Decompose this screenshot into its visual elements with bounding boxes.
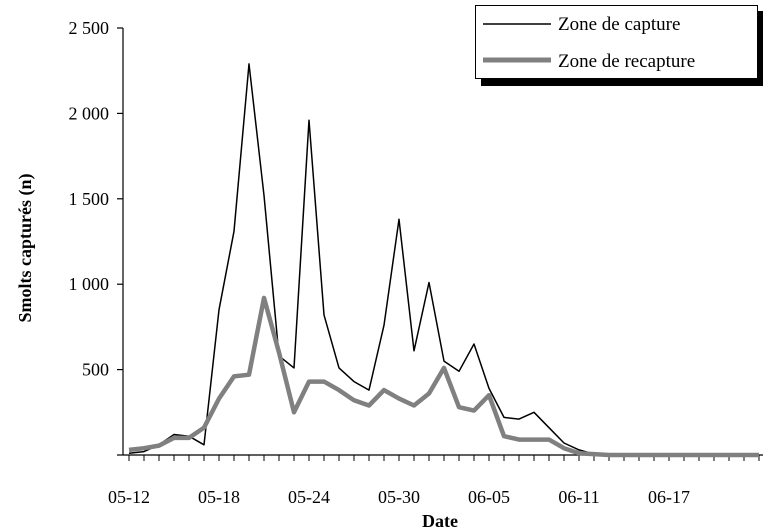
x-tick-label: 05-30 [378, 487, 420, 507]
x-tick-label: 05-24 [288, 487, 330, 507]
x-axis-title: Date [422, 511, 458, 529]
x-tick-label: 06-11 [558, 487, 599, 507]
y-tick-label: 500 [82, 360, 109, 380]
y-tick-label: 2 500 [69, 18, 110, 38]
series-line-recapture [128, 295, 759, 458]
legend-label-recapture: Zone de recapture [558, 51, 695, 72]
x-tick-label: 06-17 [648, 487, 690, 507]
legend-label-capture: Zone de capture [558, 14, 680, 35]
x-tick-label: 05-18 [198, 487, 240, 507]
series-layer [128, 63, 759, 458]
x-tick-label: 05-12 [108, 487, 150, 507]
y-ticks: 500 1 000 1 500 2 000 2 500 [69, 18, 123, 456]
y-axis: 500 1 000 1 500 2 000 2 500 [69, 18, 124, 456]
series-line-capture [128, 63, 759, 456]
y-tick-label: 2 000 [69, 103, 110, 123]
x-tick-label: 06-05 [468, 487, 510, 507]
y-tick-label: 1 000 [69, 274, 110, 294]
legend: Zone de capture Zone de recapture [475, 5, 763, 86]
x-ticks: 05-12 05-18 05-24 05-30 06-05 06-11 06-17 [108, 455, 760, 507]
x-axis: 05-12 05-18 05-24 05-30 06-05 06-11 06-17 [108, 454, 763, 507]
y-axis-title: Smolts capturés (n) [15, 174, 36, 323]
y-tick-label: 1 500 [69, 189, 110, 209]
legend-box [475, 5, 758, 79]
